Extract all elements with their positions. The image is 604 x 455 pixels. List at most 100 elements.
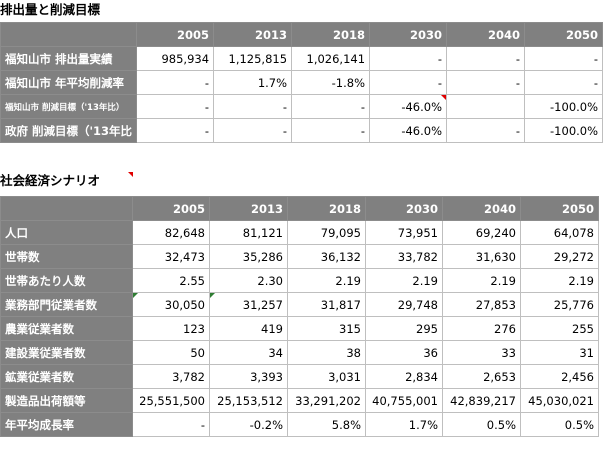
row-label[interactable]: 福知山市 削減目標（'13年比） xyxy=(0,94,138,119)
year-header[interactable]: 2040 xyxy=(442,196,521,221)
data-cell[interactable]: -0.2% xyxy=(209,412,288,437)
data-cell[interactable]: - xyxy=(291,94,371,119)
year-header[interactable]: 2005 xyxy=(132,196,210,221)
projection-cell[interactable]: 2,456 xyxy=(520,364,599,389)
data-cell[interactable]: 3,031 xyxy=(287,364,366,389)
row-label[interactable]: 業務部門従業者数 xyxy=(0,292,133,317)
data-cell[interactable]: - xyxy=(446,46,526,71)
year-header[interactable]: 2050 xyxy=(524,22,604,47)
data-cell[interactable]: 82,648 xyxy=(132,220,210,245)
data-cell[interactable]: - xyxy=(524,46,604,71)
projection-cell[interactable]: 2,834 xyxy=(365,364,443,389)
comment-marker-icon[interactable] xyxy=(128,172,133,177)
projection-cell[interactable]: 0.5% xyxy=(520,412,599,437)
data-cell[interactable]: - xyxy=(136,94,215,119)
data-cell[interactable]: 32,473 xyxy=(132,244,210,269)
projection-cell[interactable]: 2.19 xyxy=(442,268,521,293)
projection-cell[interactable]: 36 xyxy=(365,340,443,365)
data-cell[interactable]: 81,121 xyxy=(209,220,288,245)
data-cell[interactable]: 25,551,500 xyxy=(132,388,210,413)
row-label[interactable]: 建設業従業者数 xyxy=(0,340,133,365)
data-cell[interactable]: 29,272 xyxy=(520,244,599,269)
data-cell[interactable]: - xyxy=(524,70,604,95)
data-cell[interactable]: 34 xyxy=(209,340,288,365)
data-cell[interactable]: 50 xyxy=(132,340,210,365)
data-cell[interactable]: - xyxy=(213,118,293,143)
projection-cell[interactable]: 29,748 xyxy=(365,292,443,317)
data-cell[interactable]: 31,817 xyxy=(287,292,366,317)
data-cell[interactable]: 33,291,202 xyxy=(287,388,366,413)
row-label[interactable]: 農業従業者数 xyxy=(0,316,133,341)
data-cell[interactable]: 315 xyxy=(287,316,366,341)
corner-cell[interactable] xyxy=(0,196,133,221)
data-cell[interactable]: - xyxy=(446,118,526,143)
year-header[interactable]: 2005 xyxy=(136,22,215,47)
row-label[interactable]: 人口 xyxy=(0,220,133,245)
projection-cell[interactable]: 0.5% xyxy=(442,412,521,437)
data-cell[interactable]: 31,257 xyxy=(209,292,288,317)
data-cell[interactable]: 40,755,001 xyxy=(365,388,443,413)
projection-cell[interactable]: 2,653 xyxy=(442,364,521,389)
row-label[interactable]: 福知山市 排出量実績 xyxy=(0,46,138,71)
corner-cell[interactable] xyxy=(0,22,138,47)
data-cell[interactable]: 30,050 xyxy=(132,292,210,317)
projection-cell[interactable]: 64,078 xyxy=(520,220,599,245)
data-cell[interactable]: 33,782 xyxy=(365,244,443,269)
data-cell[interactable]: 38 xyxy=(287,340,366,365)
projection-cell[interactable]: 295 xyxy=(365,316,443,341)
data-cell[interactable]: 79,095 xyxy=(287,220,366,245)
data-cell[interactable]: 1.7% xyxy=(213,70,293,95)
data-cell[interactable]: - xyxy=(136,118,215,143)
year-header[interactable]: 2013 xyxy=(213,22,293,47)
row-label[interactable]: 年平均成長率 xyxy=(0,412,133,437)
data-cell[interactable]: 3,393 xyxy=(209,364,288,389)
row-label[interactable]: 福知山市 年平均削減率 xyxy=(0,70,138,95)
projection-cell[interactable]: 2.19 xyxy=(365,268,443,293)
projection-cell[interactable]: 2.19 xyxy=(520,268,599,293)
comment-marker-icon[interactable] xyxy=(441,95,446,100)
projection-cell[interactable]: 33 xyxy=(442,340,521,365)
error-marker-icon[interactable] xyxy=(210,293,215,298)
data-cell[interactable]: 1,125,815 xyxy=(213,46,293,71)
data-cell[interactable]: 42,839,217 xyxy=(442,388,521,413)
year-header[interactable]: 2018 xyxy=(291,22,371,47)
data-cell[interactable]: - xyxy=(369,46,448,71)
data-cell[interactable]: - xyxy=(132,412,210,437)
data-cell[interactable]: -100.0% xyxy=(524,118,604,143)
year-header[interactable]: 2050 xyxy=(520,196,599,221)
data-cell[interactable]: - xyxy=(446,70,526,95)
data-cell[interactable]: 35,286 xyxy=(209,244,288,269)
row-label[interactable]: 製造品出荷額等 xyxy=(0,388,133,413)
year-header[interactable]: 2018 xyxy=(287,196,366,221)
data-cell[interactable]: - xyxy=(369,70,448,95)
target-cell[interactable]: -46.0% xyxy=(369,94,448,119)
row-label[interactable]: 鉱業従業者数 xyxy=(0,364,133,389)
data-cell[interactable]: 2.19 xyxy=(287,268,366,293)
row-label[interactable]: 世帯数 xyxy=(0,244,133,269)
data-cell[interactable]: - xyxy=(136,70,215,95)
year-header[interactable]: 2040 xyxy=(446,22,526,47)
data-cell[interactable]: -46.0% xyxy=(369,118,448,143)
data-cell[interactable]: 1,026,141 xyxy=(291,46,371,71)
data-cell[interactable]: -1.8% xyxy=(291,70,371,95)
projection-cell[interactable]: 255 xyxy=(520,316,599,341)
year-header[interactable]: 2013 xyxy=(209,196,288,221)
data-cell[interactable]: 25,153,512 xyxy=(209,388,288,413)
data-cell[interactable]: 36,132 xyxy=(287,244,366,269)
projection-cell[interactable]: 31 xyxy=(520,340,599,365)
target-cell[interactable]: -100.0% xyxy=(524,94,604,119)
data-cell[interactable]: 5.8% xyxy=(287,412,366,437)
error-marker-icon[interactable] xyxy=(133,293,138,298)
data-cell[interactable]: 31,630 xyxy=(442,244,521,269)
data-cell[interactable]: - xyxy=(213,94,293,119)
row-label[interactable]: 世帯あたり人数 xyxy=(0,268,133,293)
data-cell[interactable]: 419 xyxy=(209,316,288,341)
projection-cell[interactable]: 276 xyxy=(442,316,521,341)
data-cell[interactable]: 985,934 xyxy=(136,46,215,71)
data-cell[interactable]: 3,782 xyxy=(132,364,210,389)
year-header[interactable]: 2030 xyxy=(369,22,448,47)
data-cell[interactable]: 2.55 xyxy=(132,268,210,293)
data-cell[interactable]: 45,030,021 xyxy=(520,388,599,413)
year-header[interactable]: 2030 xyxy=(365,196,443,221)
projection-cell[interactable]: 69,240 xyxy=(442,220,521,245)
